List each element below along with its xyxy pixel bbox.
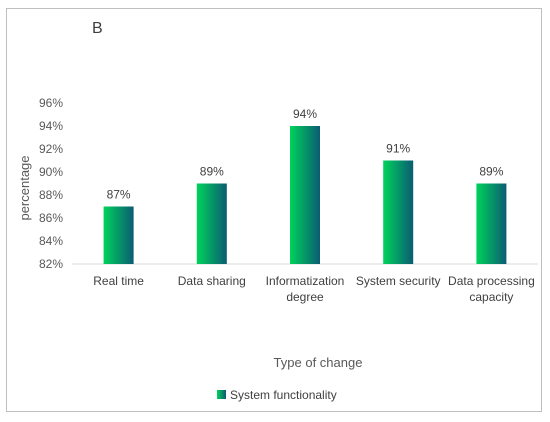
bar (290, 126, 320, 264)
category-label: degree (286, 290, 324, 304)
y-tick-label: 94% (39, 119, 63, 133)
y-tick-label: 84% (39, 234, 63, 248)
y-tick-label: 96% (39, 96, 63, 110)
x-axis-title: Type of change (274, 355, 363, 370)
bar (383, 160, 414, 264)
bar (103, 206, 134, 264)
bar-series (103, 126, 507, 264)
legend: System functionality (217, 388, 337, 402)
category-label: Real time (93, 274, 144, 288)
bar (476, 183, 507, 264)
y-tick-label: 88% (39, 188, 63, 202)
category-labels: Real time Data sharing Informatization degr… (93, 274, 535, 304)
y-tick-label: 82% (39, 257, 63, 271)
legend-label: System functionality (230, 388, 337, 402)
y-tick-label: 86% (39, 211, 63, 225)
panel-label: B (92, 20, 103, 37)
legend-swatch (217, 390, 226, 399)
y-tick-label: 90% (39, 165, 63, 179)
data-labels: 87% 89% 94% 91% 89% (107, 107, 504, 202)
data-label: 87% (107, 188, 131, 202)
data-label: 91% (386, 142, 410, 156)
category-label: Data sharing (178, 274, 246, 288)
data-label: 94% (293, 107, 317, 121)
category-label: capacity (469, 290, 513, 304)
data-label: 89% (200, 165, 224, 179)
y-tick-label: 92% (39, 142, 63, 156)
category-label: Informatization (266, 274, 345, 288)
y-axis-title: percentage (17, 155, 32, 220)
category-label: System security (356, 274, 441, 288)
category-label: Data processing (448, 274, 535, 288)
bar (196, 183, 227, 264)
data-label: 89% (479, 165, 503, 179)
chart-frame (6, 8, 542, 412)
y-axis-ticks: 82% 84% 86% 88% 90% 92% 94% 96% (39, 96, 63, 271)
